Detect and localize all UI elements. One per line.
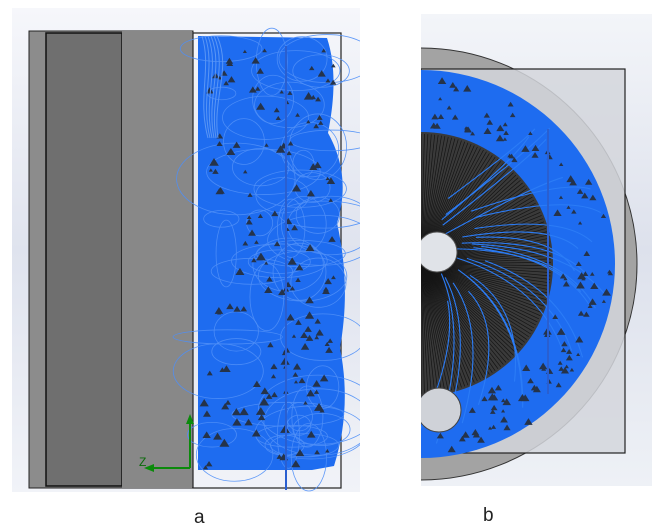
front-view-render (421, 47, 638, 481)
housing-inner-panel (45, 32, 123, 487)
flow-trajectories (172, 27, 360, 492)
caption-b: b (483, 505, 494, 526)
caption-a: a (194, 507, 205, 528)
housing-right-panel (122, 31, 192, 488)
side-view-render: Z (28, 27, 360, 492)
lower-port (421, 387, 462, 433)
triad-z-label: Z (139, 455, 146, 469)
panel-b-front-view (421, 14, 652, 486)
hub (421, 231, 458, 273)
coordinate-triad: Z (139, 414, 194, 472)
panel-a-side-view: Z (12, 8, 360, 492)
